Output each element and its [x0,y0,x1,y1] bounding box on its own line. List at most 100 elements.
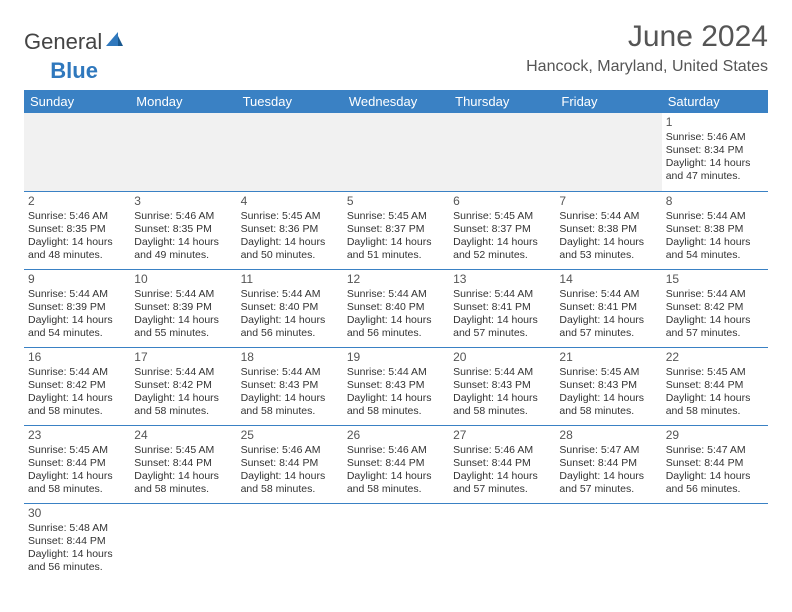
sunrise-line: Sunrise: 5:46 AM [134,210,232,223]
empty-cell [449,113,555,191]
day-number: 28 [559,428,657,443]
daylight-line: Daylight: 14 hours and 56 minutes. [241,314,339,340]
sunset-line: Sunset: 8:42 PM [28,379,126,392]
sunrise-line: Sunrise: 5:45 AM [134,444,232,457]
day-number: 16 [28,350,126,365]
day-cell: 24Sunrise: 5:45 AMSunset: 8:44 PMDayligh… [130,425,236,503]
day-number: 4 [241,194,339,209]
sunrise-line: Sunrise: 5:45 AM [28,444,126,457]
day-header: Thursday [449,90,555,113]
day-cell: 9Sunrise: 5:44 AMSunset: 8:39 PMDaylight… [24,269,130,347]
day-cell: 11Sunrise: 5:44 AMSunset: 8:40 PMDayligh… [237,269,343,347]
day-cell: 19Sunrise: 5:44 AMSunset: 8:43 PMDayligh… [343,347,449,425]
sunset-line: Sunset: 8:35 PM [134,223,232,236]
sunrise-line: Sunrise: 5:45 AM [559,366,657,379]
sunrise-line: Sunrise: 5:44 AM [666,210,764,223]
sunrise-line: Sunrise: 5:46 AM [28,210,126,223]
daylight-line: Daylight: 14 hours and 54 minutes. [666,236,764,262]
day-number: 5 [347,194,445,209]
daylight-line: Daylight: 14 hours and 57 minutes. [559,470,657,496]
day-cell: 7Sunrise: 5:44 AMSunset: 8:38 PMDaylight… [555,191,661,269]
day-number: 26 [347,428,445,443]
day-header: Saturday [662,90,768,113]
day-cell: 5Sunrise: 5:45 AMSunset: 8:37 PMDaylight… [343,191,449,269]
daylight-line: Daylight: 14 hours and 58 minutes. [666,392,764,418]
sunset-line: Sunset: 8:44 PM [453,457,551,470]
sunrise-line: Sunrise: 5:44 AM [666,288,764,301]
daylight-line: Daylight: 14 hours and 52 minutes. [453,236,551,262]
calendar-table: SundayMondayTuesdayWednesdayThursdayFrid… [24,90,768,581]
sunset-line: Sunset: 8:44 PM [28,457,126,470]
sunrise-line: Sunrise: 5:45 AM [453,210,551,223]
day-cell: 8Sunrise: 5:44 AMSunset: 8:38 PMDaylight… [662,191,768,269]
daylight-line: Daylight: 14 hours and 48 minutes. [28,236,126,262]
daylight-line: Daylight: 14 hours and 56 minutes. [347,314,445,340]
calendar-row: 16Sunrise: 5:44 AMSunset: 8:42 PMDayligh… [24,347,768,425]
sunrise-line: Sunrise: 5:47 AM [666,444,764,457]
day-number: 18 [241,350,339,365]
daylight-line: Daylight: 14 hours and 58 minutes. [241,470,339,496]
sunset-line: Sunset: 8:44 PM [28,535,126,548]
day-cell: 3Sunrise: 5:46 AMSunset: 8:35 PMDaylight… [130,191,236,269]
sunset-line: Sunset: 8:36 PM [241,223,339,236]
sunset-line: Sunset: 8:44 PM [134,457,232,470]
logo: General [24,28,124,56]
day-number: 30 [28,506,126,521]
empty-cell [130,503,236,581]
day-number: 15 [666,272,764,287]
daylight-line: Daylight: 14 hours and 53 minutes. [559,236,657,262]
day-number: 29 [666,428,764,443]
sunrise-line: Sunrise: 5:44 AM [453,288,551,301]
day-cell: 6Sunrise: 5:45 AMSunset: 8:37 PMDaylight… [449,191,555,269]
sunset-line: Sunset: 8:41 PM [559,301,657,314]
day-cell: 27Sunrise: 5:46 AMSunset: 8:44 PMDayligh… [449,425,555,503]
day-cell: 20Sunrise: 5:44 AMSunset: 8:43 PMDayligh… [449,347,555,425]
day-number: 21 [559,350,657,365]
sunrise-line: Sunrise: 5:47 AM [559,444,657,457]
daylight-line: Daylight: 14 hours and 47 minutes. [666,157,764,183]
sunset-line: Sunset: 8:44 PM [559,457,657,470]
day-number: 25 [241,428,339,443]
calendar-row: 2Sunrise: 5:46 AMSunset: 8:35 PMDaylight… [24,191,768,269]
sunset-line: Sunset: 8:42 PM [134,379,232,392]
daylight-line: Daylight: 14 hours and 57 minutes. [559,314,657,340]
daylight-line: Daylight: 14 hours and 56 minutes. [28,548,126,574]
day-number: 19 [347,350,445,365]
daylight-line: Daylight: 14 hours and 58 minutes. [347,392,445,418]
day-number: 13 [453,272,551,287]
day-cell: 18Sunrise: 5:44 AMSunset: 8:43 PMDayligh… [237,347,343,425]
sunrise-line: Sunrise: 5:48 AM [28,522,126,535]
daylight-line: Daylight: 14 hours and 58 minutes. [241,392,339,418]
sunset-line: Sunset: 8:43 PM [559,379,657,392]
day-cell: 30Sunrise: 5:48 AMSunset: 8:44 PMDayligh… [24,503,130,581]
day-cell: 25Sunrise: 5:46 AMSunset: 8:44 PMDayligh… [237,425,343,503]
day-cell: 14Sunrise: 5:44 AMSunset: 8:41 PMDayligh… [555,269,661,347]
day-number: 10 [134,272,232,287]
empty-cell [237,113,343,191]
sunset-line: Sunset: 8:37 PM [347,223,445,236]
sunrise-line: Sunrise: 5:44 AM [347,288,445,301]
sunset-line: Sunset: 8:44 PM [241,457,339,470]
sunset-line: Sunset: 8:43 PM [241,379,339,392]
sunset-line: Sunset: 8:43 PM [347,379,445,392]
day-number: 8 [666,194,764,209]
day-cell: 22Sunrise: 5:45 AMSunset: 8:44 PMDayligh… [662,347,768,425]
daylight-line: Daylight: 14 hours and 50 minutes. [241,236,339,262]
logo-text-blue: Blue [50,58,98,84]
sunset-line: Sunset: 8:40 PM [347,301,445,314]
day-cell: 28Sunrise: 5:47 AMSunset: 8:44 PMDayligh… [555,425,661,503]
daylight-line: Daylight: 14 hours and 58 minutes. [28,392,126,418]
sunrise-line: Sunrise: 5:44 AM [347,366,445,379]
day-number: 6 [453,194,551,209]
day-cell: 1Sunrise: 5:46 AMSunset: 8:34 PMDaylight… [662,113,768,191]
day-number: 17 [134,350,232,365]
sunset-line: Sunset: 8:44 PM [666,457,764,470]
sunset-line: Sunset: 8:34 PM [666,144,764,157]
day-cell: 15Sunrise: 5:44 AMSunset: 8:42 PMDayligh… [662,269,768,347]
sunrise-line: Sunrise: 5:45 AM [241,210,339,223]
daylight-line: Daylight: 14 hours and 55 minutes. [134,314,232,340]
sunrise-line: Sunrise: 5:46 AM [666,131,764,144]
location: Hancock, Maryland, United States [526,58,768,76]
daylight-line: Daylight: 14 hours and 58 minutes. [28,470,126,496]
sunset-line: Sunset: 8:37 PM [453,223,551,236]
